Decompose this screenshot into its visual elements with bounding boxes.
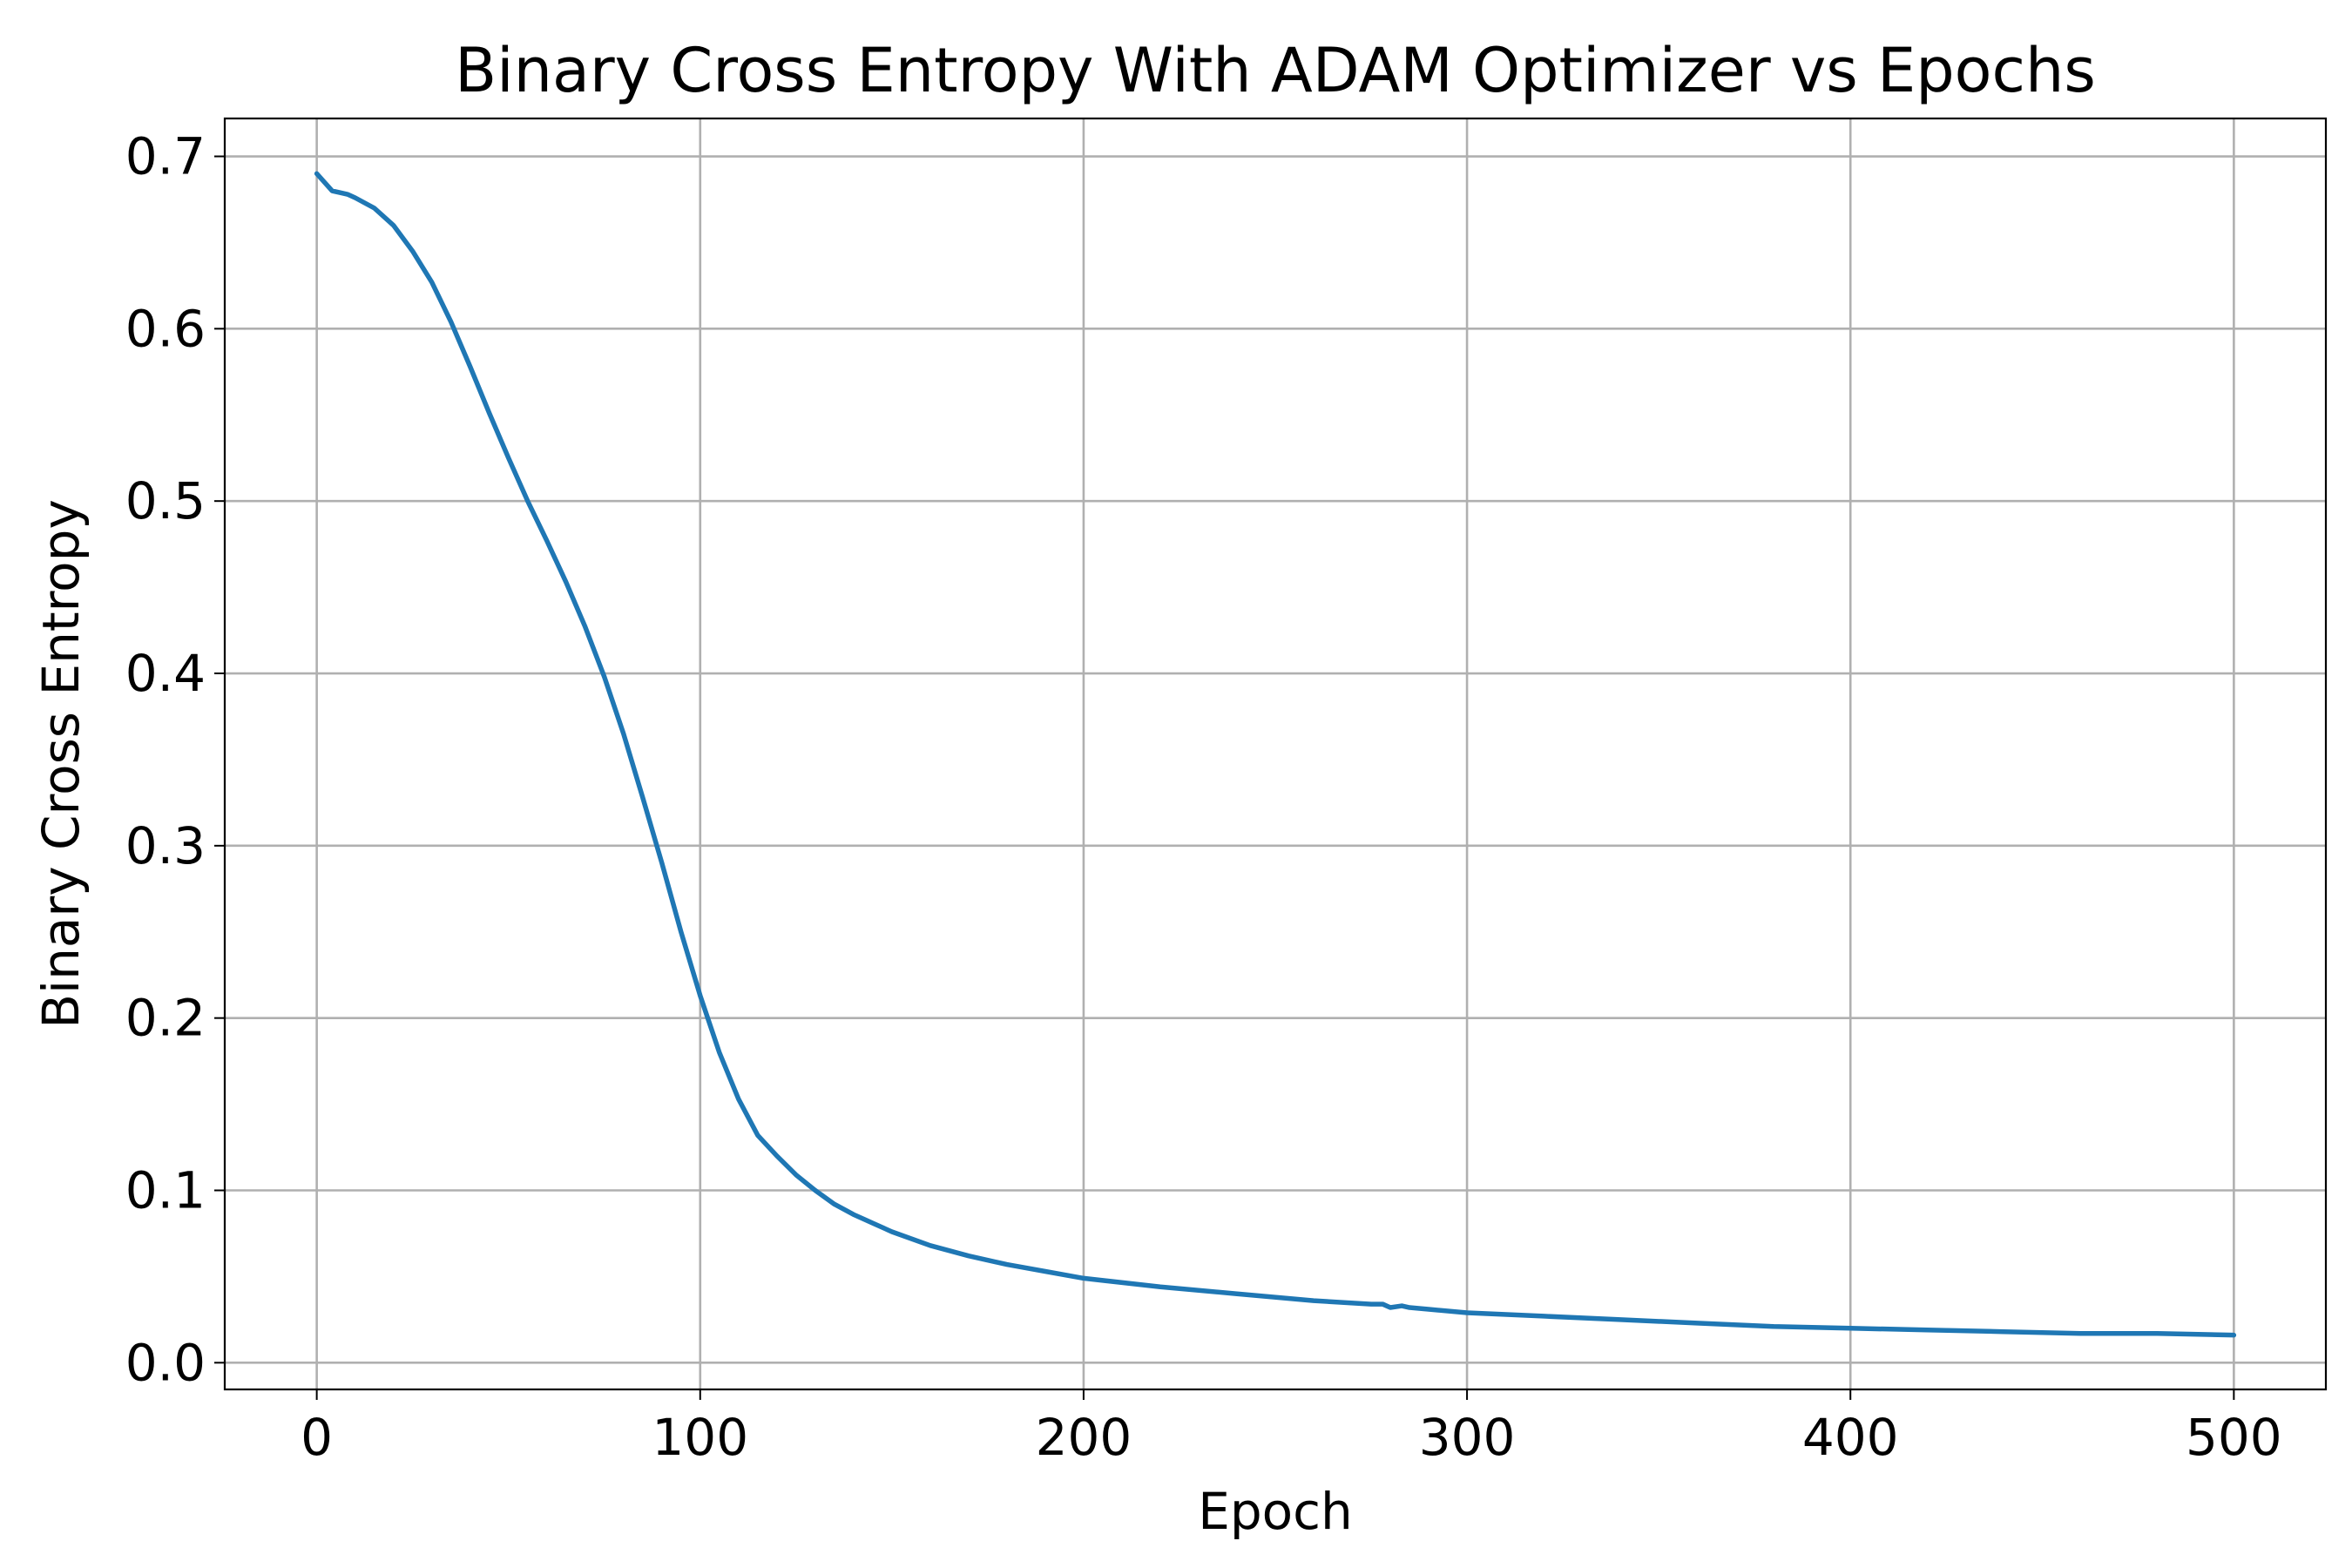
y-tick-label: 0.5 — [125, 471, 206, 531]
y-tick-label: 0.4 — [125, 644, 206, 703]
chart-title: Binary Cross Entropy With ADAM Optimizer… — [455, 35, 2096, 106]
tick-layer: 0 100 200 300 400 500 0.0 0.1 0.2 0.3 0.4 0.5 0.6 0.7 — [125, 127, 2282, 1467]
y-tick-label: 0.6 — [125, 299, 206, 358]
x-tick-label: 0 — [301, 1408, 333, 1467]
series-layer — [314, 171, 2237, 1338]
y-tick-label: 0.0 — [125, 1333, 206, 1392]
y-tick-label: 0.3 — [125, 816, 206, 875]
x-tick-label: 200 — [1036, 1408, 1132, 1467]
x-tick-label: 500 — [2186, 1408, 2282, 1467]
plot-frame — [223, 117, 2328, 1391]
y-axis-label: Binary Cross Entropy — [31, 499, 91, 1029]
loss-curve — [314, 171, 2237, 1338]
y-tick-label: 0.2 — [125, 989, 206, 1048]
x-tick-label: 400 — [1802, 1408, 1899, 1467]
grid-layer — [225, 118, 2326, 1389]
x-axis-label: Epoch — [1198, 1482, 1353, 1541]
y-tick-label: 0.7 — [125, 127, 206, 186]
x-tick-label: 100 — [652, 1408, 748, 1467]
y-tick-label: 0.1 — [125, 1161, 206, 1220]
x-tick-label: 300 — [1419, 1408, 1516, 1467]
